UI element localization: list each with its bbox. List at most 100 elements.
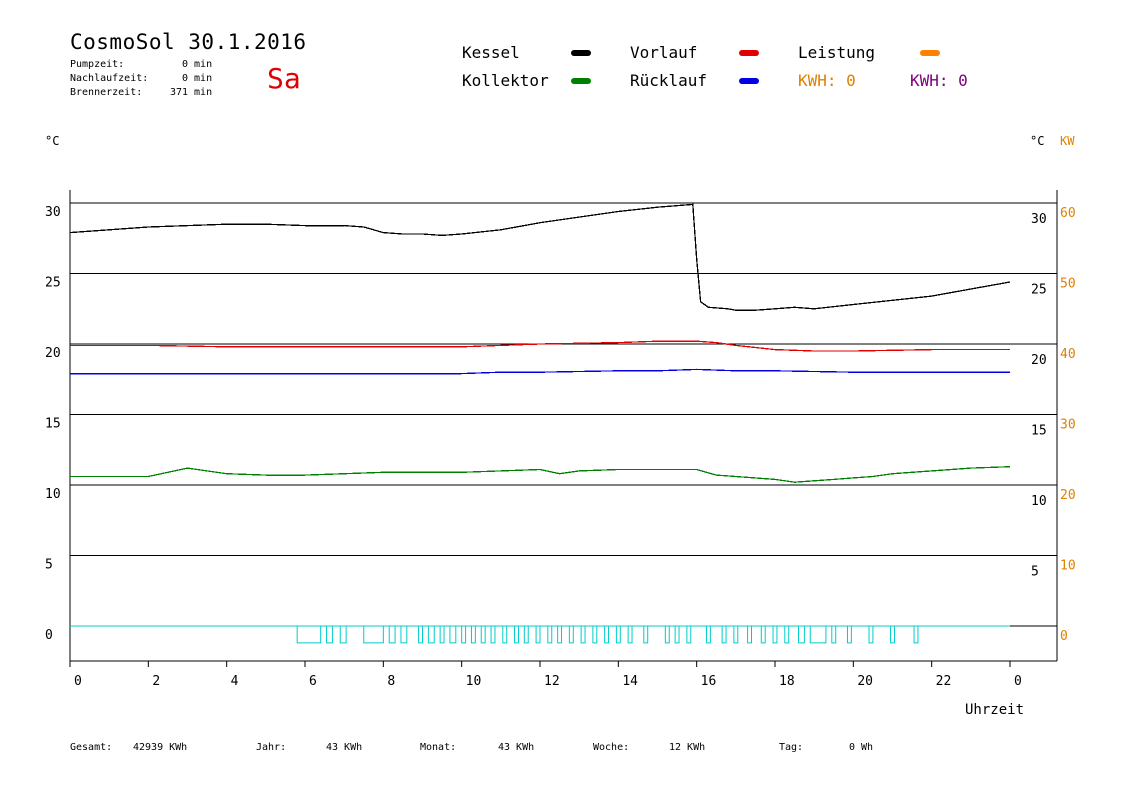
y-tick-label-right: 10 <box>1031 494 1047 509</box>
x-tick-label: 14 <box>622 674 638 689</box>
pump-pulse <box>784 626 790 644</box>
legend-vorlauf-swatch <box>739 50 759 56</box>
pump-pulse <box>831 626 837 644</box>
pump-time-unit: min <box>194 59 213 70</box>
x-tick-label: 10 <box>466 674 482 689</box>
footer-month-label: Monat: <box>420 742 457 753</box>
legend-kessel-label: Kessel <box>462 43 520 62</box>
runon-time-value: 0 <box>181 73 188 84</box>
pump-pulse <box>439 626 445 644</box>
y2-tick-label: 60 <box>1060 206 1076 221</box>
x-tick-label: 18 <box>779 674 795 689</box>
burner-time-info: Brennerzeit: 371 min <box>70 86 212 99</box>
y2-tick-label: 20 <box>1060 488 1076 503</box>
y-tick-label-left: 15 <box>45 417 61 432</box>
pump-time-info: Pumpzeit: 0 min <box>70 58 212 71</box>
pump-pulse <box>449 626 457 644</box>
footer-day-label: Tag: <box>779 742 804 753</box>
footer-week-label: Woche: <box>593 742 630 753</box>
series-line-vorlauf <box>70 340 1010 352</box>
legend-leistung-label: Leistung <box>798 43 876 62</box>
legend-ruecklauf-swatch <box>739 78 759 84</box>
y2-tick-label: 50 <box>1060 277 1076 292</box>
pump-pulse <box>615 626 621 644</box>
left-axis-unit: °C <box>45 134 60 148</box>
legend-kessel-swatch <box>571 50 591 56</box>
y-tick-label-left: 25 <box>45 276 61 291</box>
pump-pulse <box>580 626 586 644</box>
y2-tick-label: 10 <box>1060 559 1076 574</box>
pump-time-label: Pumpzeit: <box>70 59 125 70</box>
x-tick-label: 12 <box>544 674 560 689</box>
series-line-rcklauf <box>70 368 1010 375</box>
pump-pulse <box>798 626 805 644</box>
legend-kollektor-label: Kollektor <box>462 71 549 90</box>
pump-pulse <box>418 626 423 644</box>
pump-pulse <box>846 626 852 644</box>
pump-pulse <box>604 626 610 644</box>
right-axis-unit-celsius: °C <box>1030 134 1045 148</box>
footer-day-value: 0 Wh <box>849 742 874 753</box>
x-tick-label: 4 <box>231 674 239 689</box>
pump-pulse <box>480 626 486 644</box>
pump-pulse <box>427 626 435 644</box>
y-tick-label-left: 5 <box>45 558 53 573</box>
pump-pulse <box>643 626 649 644</box>
pump-pulse <box>772 626 778 644</box>
pump-pulse <box>913 626 919 644</box>
series-line-kessel <box>69 203 1011 311</box>
x-tick-label: 6 <box>309 674 317 689</box>
pump-pulse <box>674 626 680 644</box>
y2-tick-label: 0 <box>1060 629 1068 644</box>
pump-pulse <box>470 626 476 644</box>
x-tick-label: 8 <box>387 674 395 689</box>
footer-year-value: 43 KWh <box>326 742 363 753</box>
y2-tick-label: 30 <box>1060 418 1076 433</box>
y-tick-label-right: 30 <box>1031 212 1047 227</box>
legend-kollektor-swatch <box>571 78 591 84</box>
x-tick-label: 22 <box>936 674 952 689</box>
footer-year-label: Jahr: <box>256 742 287 753</box>
pump-time-value: 0 <box>181 59 188 70</box>
pump-pulse <box>547 626 553 644</box>
pump-pulse <box>557 626 563 644</box>
x-tick-label: 0 <box>74 674 82 689</box>
pump-pulse <box>568 626 574 644</box>
pump-pulse <box>514 626 519 644</box>
x-tick-label: 0 <box>1014 674 1022 689</box>
pump-pulse <box>868 626 874 644</box>
runon-time-unit: min <box>194 73 213 84</box>
footer-month-value: 43 KWh <box>498 742 535 753</box>
y-tick-label-left: 0 <box>45 628 53 643</box>
weekday-label: Sa <box>267 62 301 95</box>
y-tick-label-right: 25 <box>1031 283 1047 298</box>
pump-pulse <box>664 626 670 644</box>
page-title: CosmoSol 30.1.2016 <box>70 30 307 54</box>
runon-time-info: Nachlaufzeit: 0 min <box>70 72 212 85</box>
y-tick-label-right: 5 <box>1031 565 1039 580</box>
y2-tick-label: 40 <box>1060 347 1076 362</box>
pump-pulse <box>339 626 347 644</box>
pump-pulse <box>592 626 598 644</box>
y-tick-label-left: 30 <box>45 205 61 220</box>
pump-pulse <box>890 626 895 644</box>
burner-time-label: Brennerzeit: <box>70 87 143 98</box>
legend-vorlauf-label: Vorlauf <box>630 43 698 62</box>
pump-pulse <box>388 626 396 644</box>
pump-pulse <box>686 626 692 644</box>
legend-leistung-swatch <box>920 50 940 56</box>
pump-pulse <box>747 626 752 644</box>
y-tick-label-right: 20 <box>1031 353 1047 368</box>
series-line-kollektor <box>70 466 1011 483</box>
pump-pulse <box>721 626 727 644</box>
pump-pulse <box>326 626 333 644</box>
pump-pulse <box>363 626 384 644</box>
y-tick-label-left: 20 <box>45 346 61 361</box>
right-axis-unit-kw: KW <box>1060 134 1075 148</box>
footer-week-value: 12 KWh <box>669 742 706 753</box>
pump-pulse <box>733 626 739 644</box>
x-tick-label: 20 <box>857 674 873 689</box>
pump-pulse <box>760 626 766 644</box>
burner-time-value: 371 <box>169 87 188 98</box>
